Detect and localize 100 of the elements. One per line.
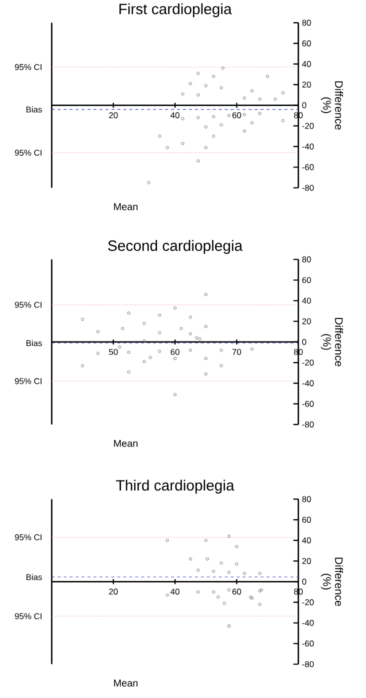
x-tick-label: 60: [232, 588, 242, 595]
point: [274, 98, 277, 101]
point: [258, 602, 262, 606]
point: [258, 112, 262, 116]
point: [212, 590, 216, 594]
point: [127, 370, 130, 374]
point: [222, 602, 226, 605]
chart-title: Third cardioplegia: [116, 480, 234, 494]
x-tick-label: 60: [170, 348, 180, 355]
ref-line-label: Bias: [26, 574, 42, 580]
point: [212, 570, 216, 573]
y-tick-label: -20: [302, 599, 314, 606]
y-axis-title: Difference (%): [320, 318, 344, 366]
point: [216, 596, 220, 599]
point: [212, 74, 216, 78]
point: [235, 562, 238, 566]
y-tick-label: 0: [302, 338, 306, 345]
point: [142, 339, 146, 342]
y-tick-label: -40: [302, 380, 314, 386]
point: [220, 348, 223, 352]
point: [258, 572, 262, 575]
point: [188, 332, 192, 336]
point: [198, 337, 202, 340]
y-tick-label: -60: [302, 164, 314, 170]
y-tick-label: -60: [302, 640, 314, 647]
point: [196, 93, 200, 96]
point: [173, 306, 177, 310]
point: [148, 356, 152, 359]
point: [204, 146, 208, 150]
x-tick-label: 60: [232, 112, 242, 118]
point: [158, 134, 162, 138]
point: [127, 312, 130, 315]
y-tick-label: 60: [302, 516, 311, 523]
point: [281, 119, 284, 122]
point: [204, 538, 208, 542]
point: [220, 86, 223, 90]
y-tick-label: -40: [302, 620, 314, 626]
point: [258, 589, 262, 592]
point: [173, 393, 177, 396]
point: [242, 113, 246, 116]
point: [142, 322, 146, 325]
y-tick-label: 0: [302, 578, 306, 585]
point: [242, 572, 246, 575]
point: [220, 123, 223, 126]
point: [188, 557, 192, 560]
ref-line-label: 95% CI: [14, 613, 42, 620]
x-tick-label: 70: [232, 348, 242, 355]
ref-line-label: 95% CI: [14, 534, 42, 540]
x-axis-title: Mean: [114, 680, 138, 687]
point: [220, 562, 223, 565]
y-tick-label: 0: [302, 102, 306, 108]
point: [258, 98, 262, 101]
x-axis-title: Mean: [114, 440, 138, 447]
y-axis-title: Difference (%): [320, 558, 344, 606]
y-tick-label: 60: [302, 277, 311, 284]
point: [166, 146, 169, 150]
point: [181, 117, 184, 120]
point: [227, 570, 231, 574]
y-tick-label: 20: [302, 558, 311, 564]
y-tick-label: 80: [302, 256, 311, 262]
point: [147, 181, 150, 184]
x-tick-label: 40: [170, 588, 180, 595]
point: [158, 314, 162, 317]
point: [181, 142, 184, 145]
point: [173, 356, 177, 360]
y-tick-label: -80: [302, 661, 314, 668]
y-tick-label: 40: [302, 537, 311, 544]
point: [249, 596, 252, 599]
point: [180, 327, 183, 330]
point: [266, 74, 270, 78]
y-tick-label: -20: [302, 360, 314, 366]
point: [96, 330, 100, 334]
x-tick-label: 20: [109, 588, 118, 595]
ref-line-label: 95% CI: [14, 150, 42, 156]
point: [206, 557, 209, 560]
point: [81, 318, 84, 321]
chart-title: Second cardioplegia: [108, 240, 243, 254]
point: [166, 594, 169, 597]
y-tick-label: -80: [302, 184, 314, 191]
point: [204, 356, 208, 360]
point: [227, 588, 231, 592]
point: [242, 96, 246, 100]
point: [242, 130, 246, 133]
point: [158, 350, 162, 353]
y-tick-label: -60: [302, 400, 314, 407]
y-tick-label: 60: [302, 40, 311, 46]
point: [118, 346, 122, 349]
point: [81, 364, 84, 368]
point: [212, 134, 216, 138]
point: [96, 352, 100, 355]
point: [260, 588, 263, 592]
point: [188, 316, 192, 319]
point: [204, 84, 208, 88]
point: [250, 121, 254, 124]
point: [204, 292, 208, 296]
y-tick-label: 80: [302, 496, 311, 502]
point: [204, 372, 208, 376]
point: [196, 116, 200, 120]
point: [221, 66, 224, 70]
x-axis-title: Mean: [114, 203, 138, 210]
